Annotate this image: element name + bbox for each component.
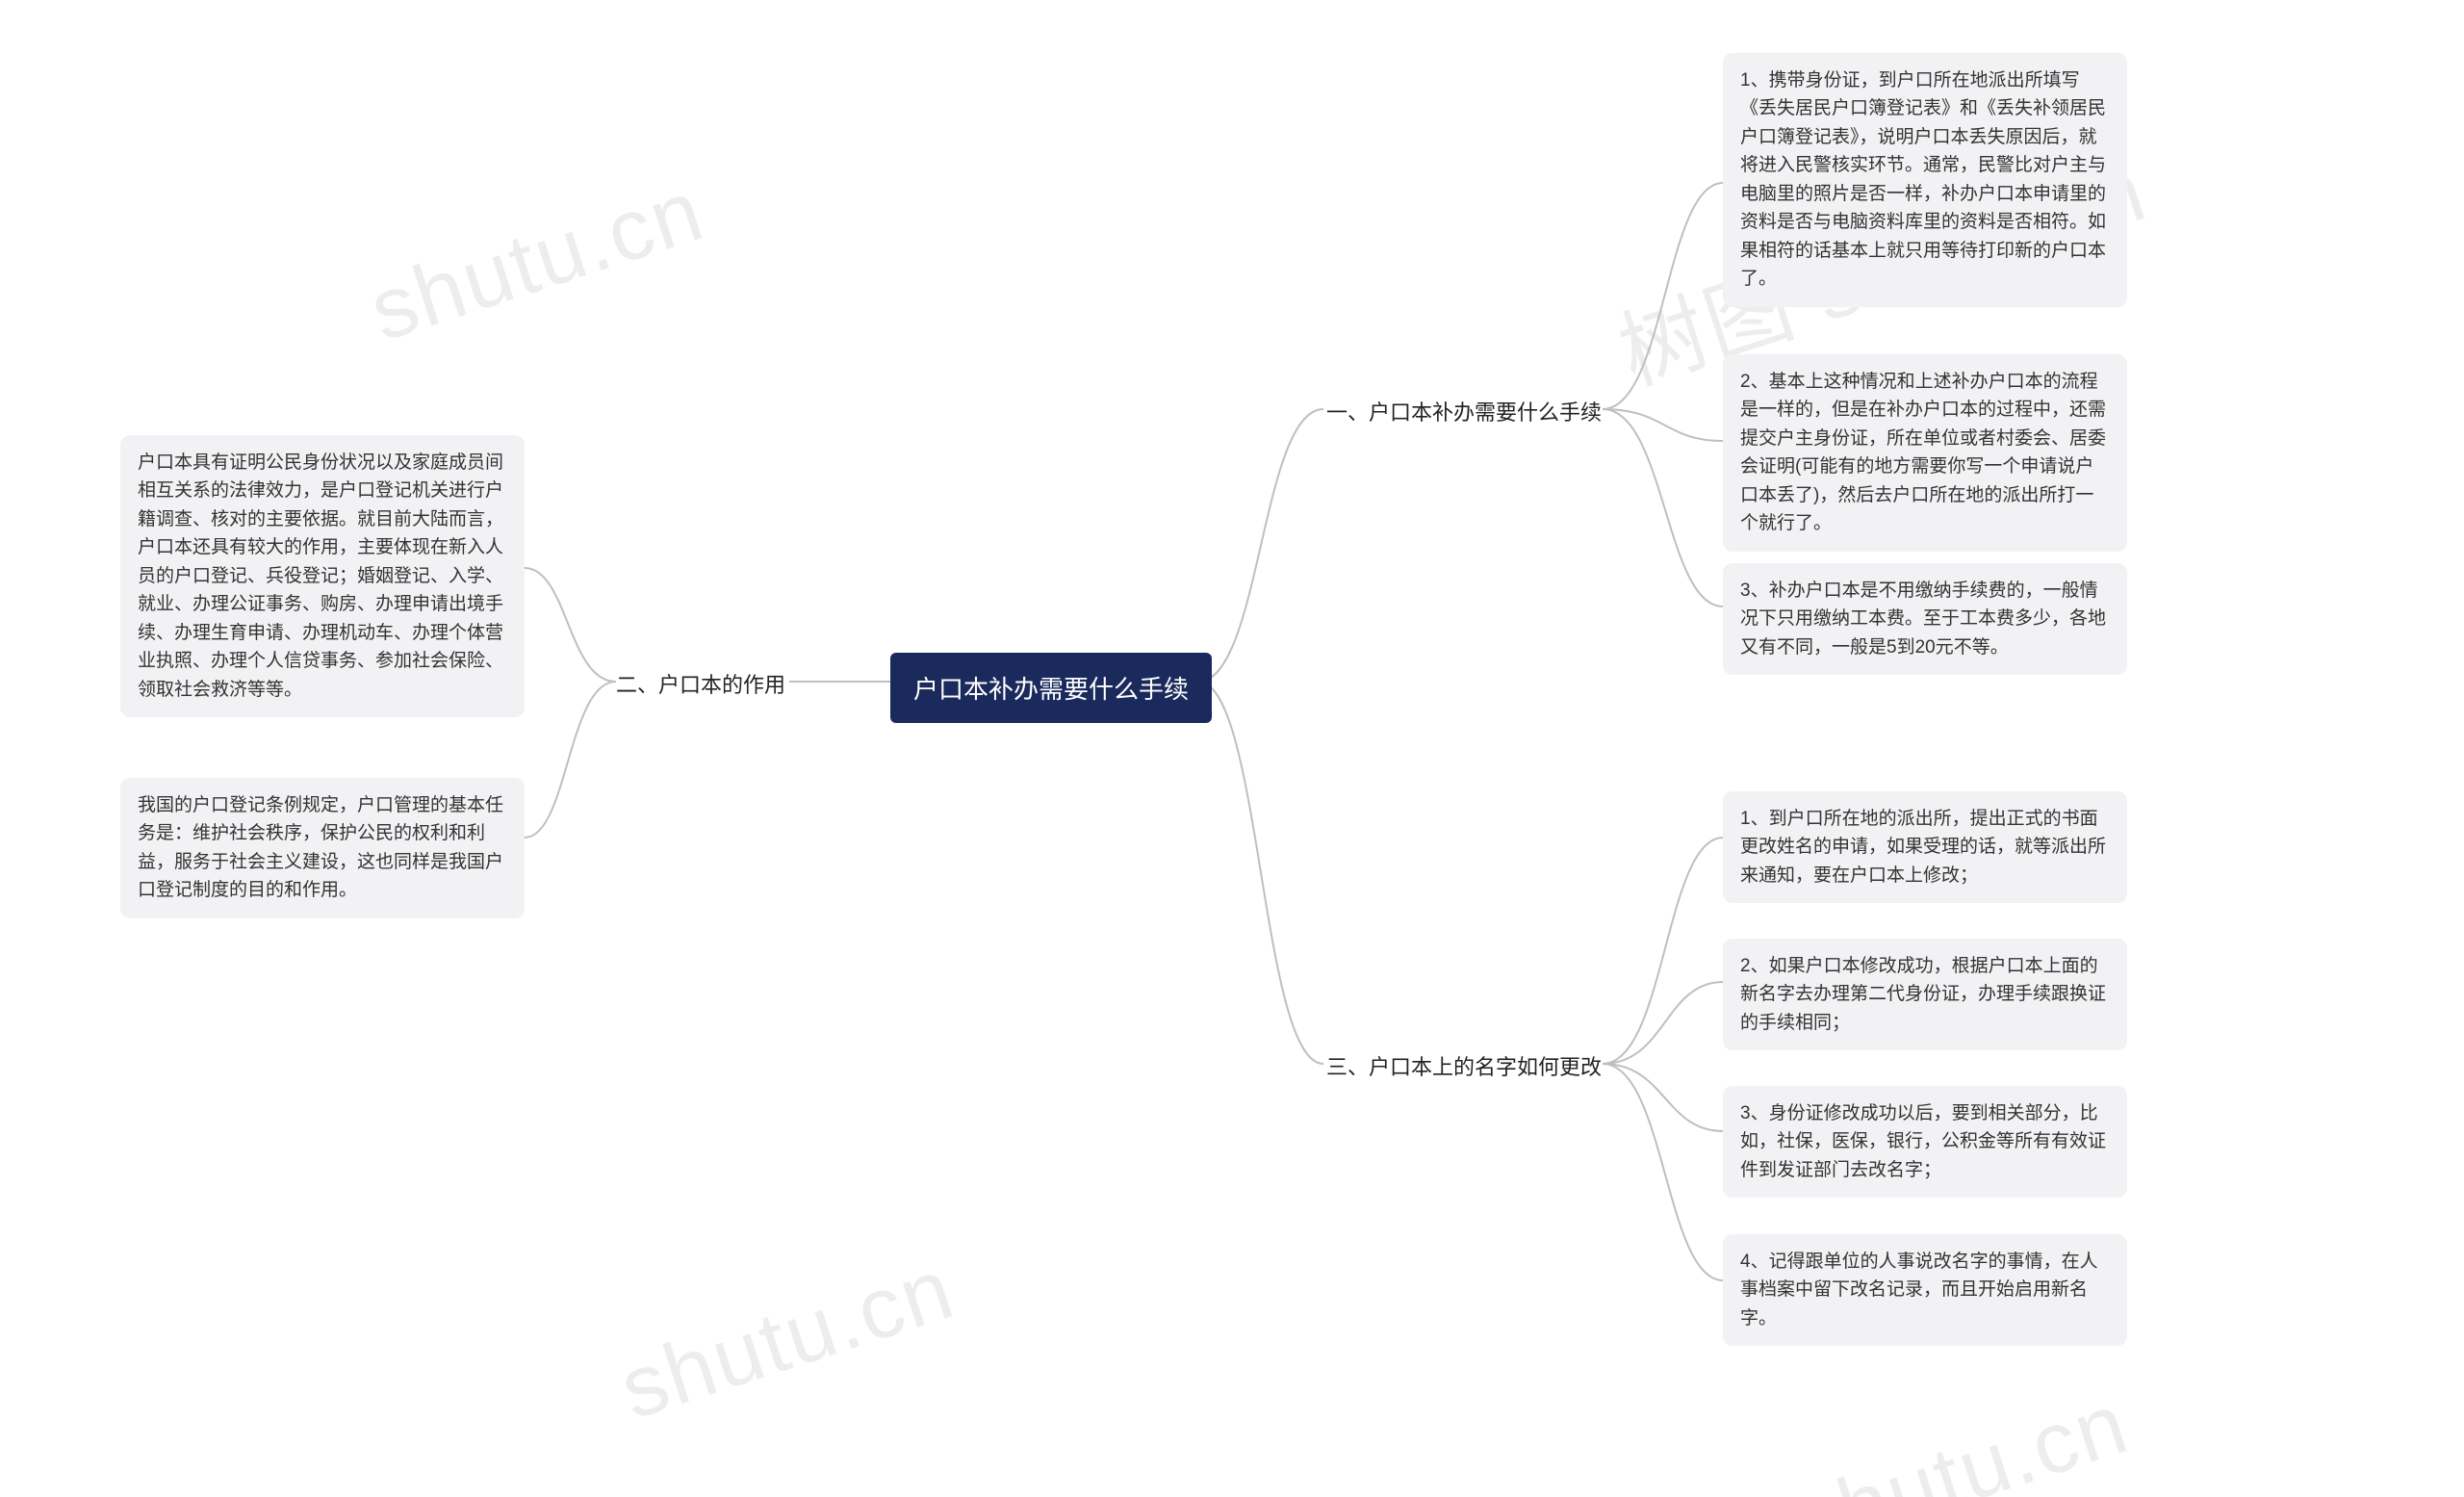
branch-1-leaf-2: 3、补办户口本是不用缴纳手续费的，一般情况下只用缴纳工本费。至于工本费多少，各地…	[1723, 563, 2127, 675]
branch-1-leaf-0: 1、携带身份证，到户口所在地派出所填写《丢失居民户口簿登记表》和《丢失补领居民户…	[1723, 53, 2127, 307]
branch-3-leaf-0: 1、到户口所在地的派出所，提出正式的书面更改姓名的申请，如果受理的话，就等派出所…	[1723, 791, 2127, 903]
leaf-text: 我国的户口登记条例规定，户口管理的基本任务是：维护社会秩序，保护公民的权利和利益…	[138, 795, 503, 900]
branch-1-label: 一、户口本补办需要什么手续	[1326, 400, 1602, 425]
branch-3-label: 三、户口本上的名字如何更改	[1326, 1055, 1602, 1079]
leaf-text: 1、携带身份证，到户口所在地派出所填写《丢失居民户口簿登记表》和《丢失补领居民户…	[1740, 70, 2106, 289]
watermark: shutu.cn	[1784, 1374, 2141, 1497]
leaf-text: 户口本具有证明公民身份状况以及家庭成员间相互关系的法律效力，是户口登记机关进行户…	[138, 452, 503, 700]
watermark: shutu.cn	[609, 1239, 966, 1439]
branch-2: 二、户口本的作用	[616, 668, 785, 699]
branch-2-label: 二、户口本的作用	[616, 673, 785, 697]
branch-3: 三、户口本上的名字如何更改	[1326, 1050, 1602, 1081]
branch-1-leaf-1: 2、基本上这种情况和上述补办户口本的流程是一样的，但是在补办户口本的过程中，还需…	[1723, 354, 2127, 552]
branch-2-leaf-0: 户口本具有证明公民身份状况以及家庭成员间相互关系的法律效力，是户口登记机关进行户…	[120, 435, 525, 717]
leaf-text: 2、如果户口本修改成功，根据户口本上面的新名字去办理第二代身份证，办理手续跟换证…	[1740, 956, 2106, 1033]
branch-3-leaf-2: 3、身份证修改成功以后，要到相关部分，比如，社保，医保，银行，公积金等所有有效证…	[1723, 1086, 2127, 1198]
leaf-text: 4、记得跟单位的人事说改名字的事情，在人事档案中留下改名记录，而且开始启用新名字…	[1740, 1252, 2098, 1329]
branch-1: 一、户口本补办需要什么手续	[1326, 396, 1602, 426]
leaf-text: 1、到户口所在地的派出所，提出正式的书面更改姓名的申请，如果受理的话，就等派出所…	[1740, 809, 2106, 886]
leaf-text: 3、补办户口本是不用缴纳手续费的，一般情况下只用缴纳工本费。至于工本费多少，各地…	[1740, 581, 2106, 658]
watermark: shutu.cn	[359, 161, 716, 361]
root-node: 户口本补办需要什么手续	[890, 653, 1212, 723]
branch-2-leaf-1: 我国的户口登记条例规定，户口管理的基本任务是：维护社会秩序，保护公民的权利和利益…	[120, 778, 525, 918]
leaf-text: 2、基本上这种情况和上述补办户口本的流程是一样的，但是在补办户口本的过程中，还需…	[1740, 372, 2106, 533]
branch-3-leaf-3: 4、记得跟单位的人事说改名字的事情，在人事档案中留下改名记录，而且开始启用新名字…	[1723, 1234, 2127, 1346]
leaf-text: 3、身份证修改成功以后，要到相关部分，比如，社保，医保，银行，公积金等所有有效证…	[1740, 1103, 2106, 1180]
branch-3-leaf-1: 2、如果户口本修改成功，根据户口本上面的新名字去办理第二代身份证，办理手续跟换证…	[1723, 939, 2127, 1050]
root-label: 户口本补办需要什么手续	[913, 675, 1189, 704]
